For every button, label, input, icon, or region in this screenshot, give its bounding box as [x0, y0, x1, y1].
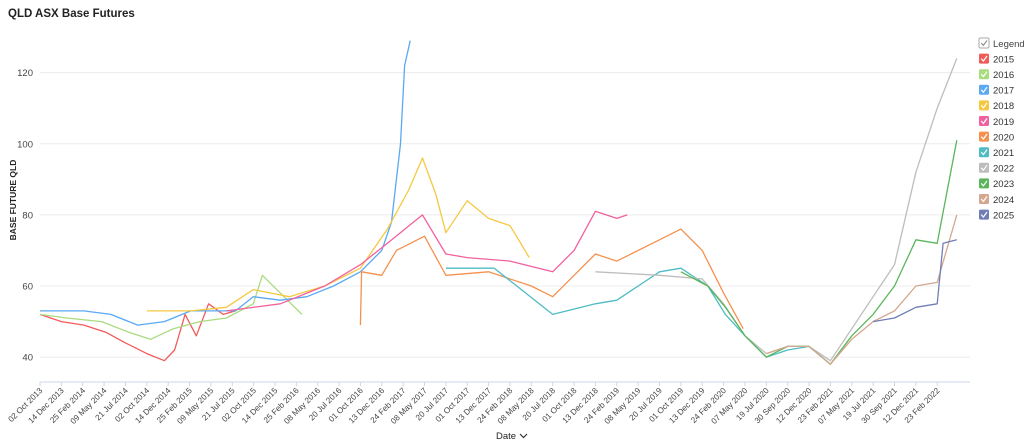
legend-checkbox[interactable]: [978, 37, 990, 49]
checkmark-icon: [980, 211, 988, 218]
legend-checkbox[interactable]: [979, 147, 989, 158]
legend-checkbox[interactable]: [979, 178, 989, 189]
x-axis-title[interactable]: Date: [496, 431, 528, 442]
legend-toggle-all[interactable]: Legend: [978, 37, 1024, 50]
checkmark-icon: [980, 55, 988, 62]
legend-item-2025[interactable]: 2025: [979, 209, 1014, 222]
legend-checkbox[interactable]: [979, 100, 989, 111]
chart-title: QLD ASX Base Futures: [8, 8, 135, 20]
y-tick-label: 80: [22, 210, 33, 221]
legend: Legend 2015 2016 2017 2018 2019 2020 2021 2022 20…: [978, 37, 1024, 222]
checkmark-icon: [980, 71, 988, 78]
series-line-2017[interactable]: [40, 40, 411, 326]
checkmark-icon: [980, 118, 988, 125]
legend-checkbox[interactable]: [979, 131, 989, 142]
series-line-2018[interactable]: [146, 157, 530, 312]
y-tick-layer: 40 60 80 100 120: [17, 68, 33, 363]
legend-label: 2015: [993, 54, 1014, 65]
y-axis-label: BASE FUTURE QLD: [8, 160, 18, 241]
legend-item-2020[interactable]: 2020: [979, 131, 1014, 144]
legend-checkbox[interactable]: [979, 69, 989, 80]
series-line-2022[interactable]: [595, 58, 958, 362]
legend-checkbox[interactable]: [979, 53, 989, 64]
legend-item-2019[interactable]: 2019: [979, 116, 1014, 128]
series-line-2019[interactable]: [226, 210, 628, 312]
legend-label: 2023: [993, 179, 1014, 190]
series-line-2020[interactable]: [359, 228, 744, 330]
legend-item-2016[interactable]: 2016: [979, 69, 1014, 81]
legend-label: 2018: [993, 101, 1014, 112]
legend-label: 2021: [993, 148, 1014, 159]
legend-checkbox[interactable]: [979, 116, 989, 126]
series-line-2024[interactable]: [766, 214, 958, 365]
checkmark-icon: [980, 133, 988, 140]
checkmark-icon: [980, 102, 988, 109]
checkmark-icon: [980, 149, 988, 156]
legend-item-2017[interactable]: 2017: [979, 84, 1014, 97]
legend-label: 2020: [993, 132, 1014, 143]
checkmark-icon: [980, 196, 988, 203]
legend-item-2018[interactable]: 2018: [979, 100, 1014, 112]
legend-label: 2016: [993, 70, 1014, 81]
series-line-2021[interactable]: [445, 267, 831, 365]
series-layer: [39, 40, 958, 365]
y-tick-label: 40: [22, 353, 33, 364]
checkmark-icon: [980, 164, 988, 172]
legend-label: 2024: [993, 195, 1014, 206]
y-tick-label: 120: [17, 68, 33, 79]
legend-label: 2019: [993, 117, 1014, 128]
legend-item-2024[interactable]: 2024: [979, 194, 1014, 206]
legend-checkbox[interactable]: [979, 209, 989, 220]
series-line-2015[interactable]: [39, 303, 236, 362]
series-line-2025[interactable]: [872, 239, 957, 323]
legend-title: Legend: [993, 39, 1024, 50]
y-tick-label: 60: [22, 282, 33, 293]
legend-checkbox[interactable]: [979, 84, 989, 95]
chevron-down-icon[interactable]: [519, 433, 528, 439]
y-tick-label: 100: [17, 139, 33, 150]
checkmark-icon: [980, 180, 988, 187]
legend-item-2023[interactable]: 2023: [979, 178, 1014, 190]
legend-label: 2017: [993, 86, 1014, 97]
legend-checkbox[interactable]: [979, 194, 989, 204]
series-line-2016[interactable]: [39, 274, 303, 340]
legend-checkbox[interactable]: [979, 162, 989, 173]
checkmark-icon: [980, 40, 988, 47]
legend-label: 2022: [993, 164, 1014, 175]
x-axis-label: Date: [496, 431, 516, 442]
grid-layer: [40, 72, 970, 383]
legend-item-2022[interactable]: 2022: [979, 162, 1014, 175]
legend-item-2015[interactable]: 2015: [979, 53, 1014, 66]
legend-label: 2025: [993, 210, 1014, 221]
checkmark-icon: [980, 86, 988, 94]
legend-item-2021[interactable]: 2021: [979, 147, 1014, 159]
